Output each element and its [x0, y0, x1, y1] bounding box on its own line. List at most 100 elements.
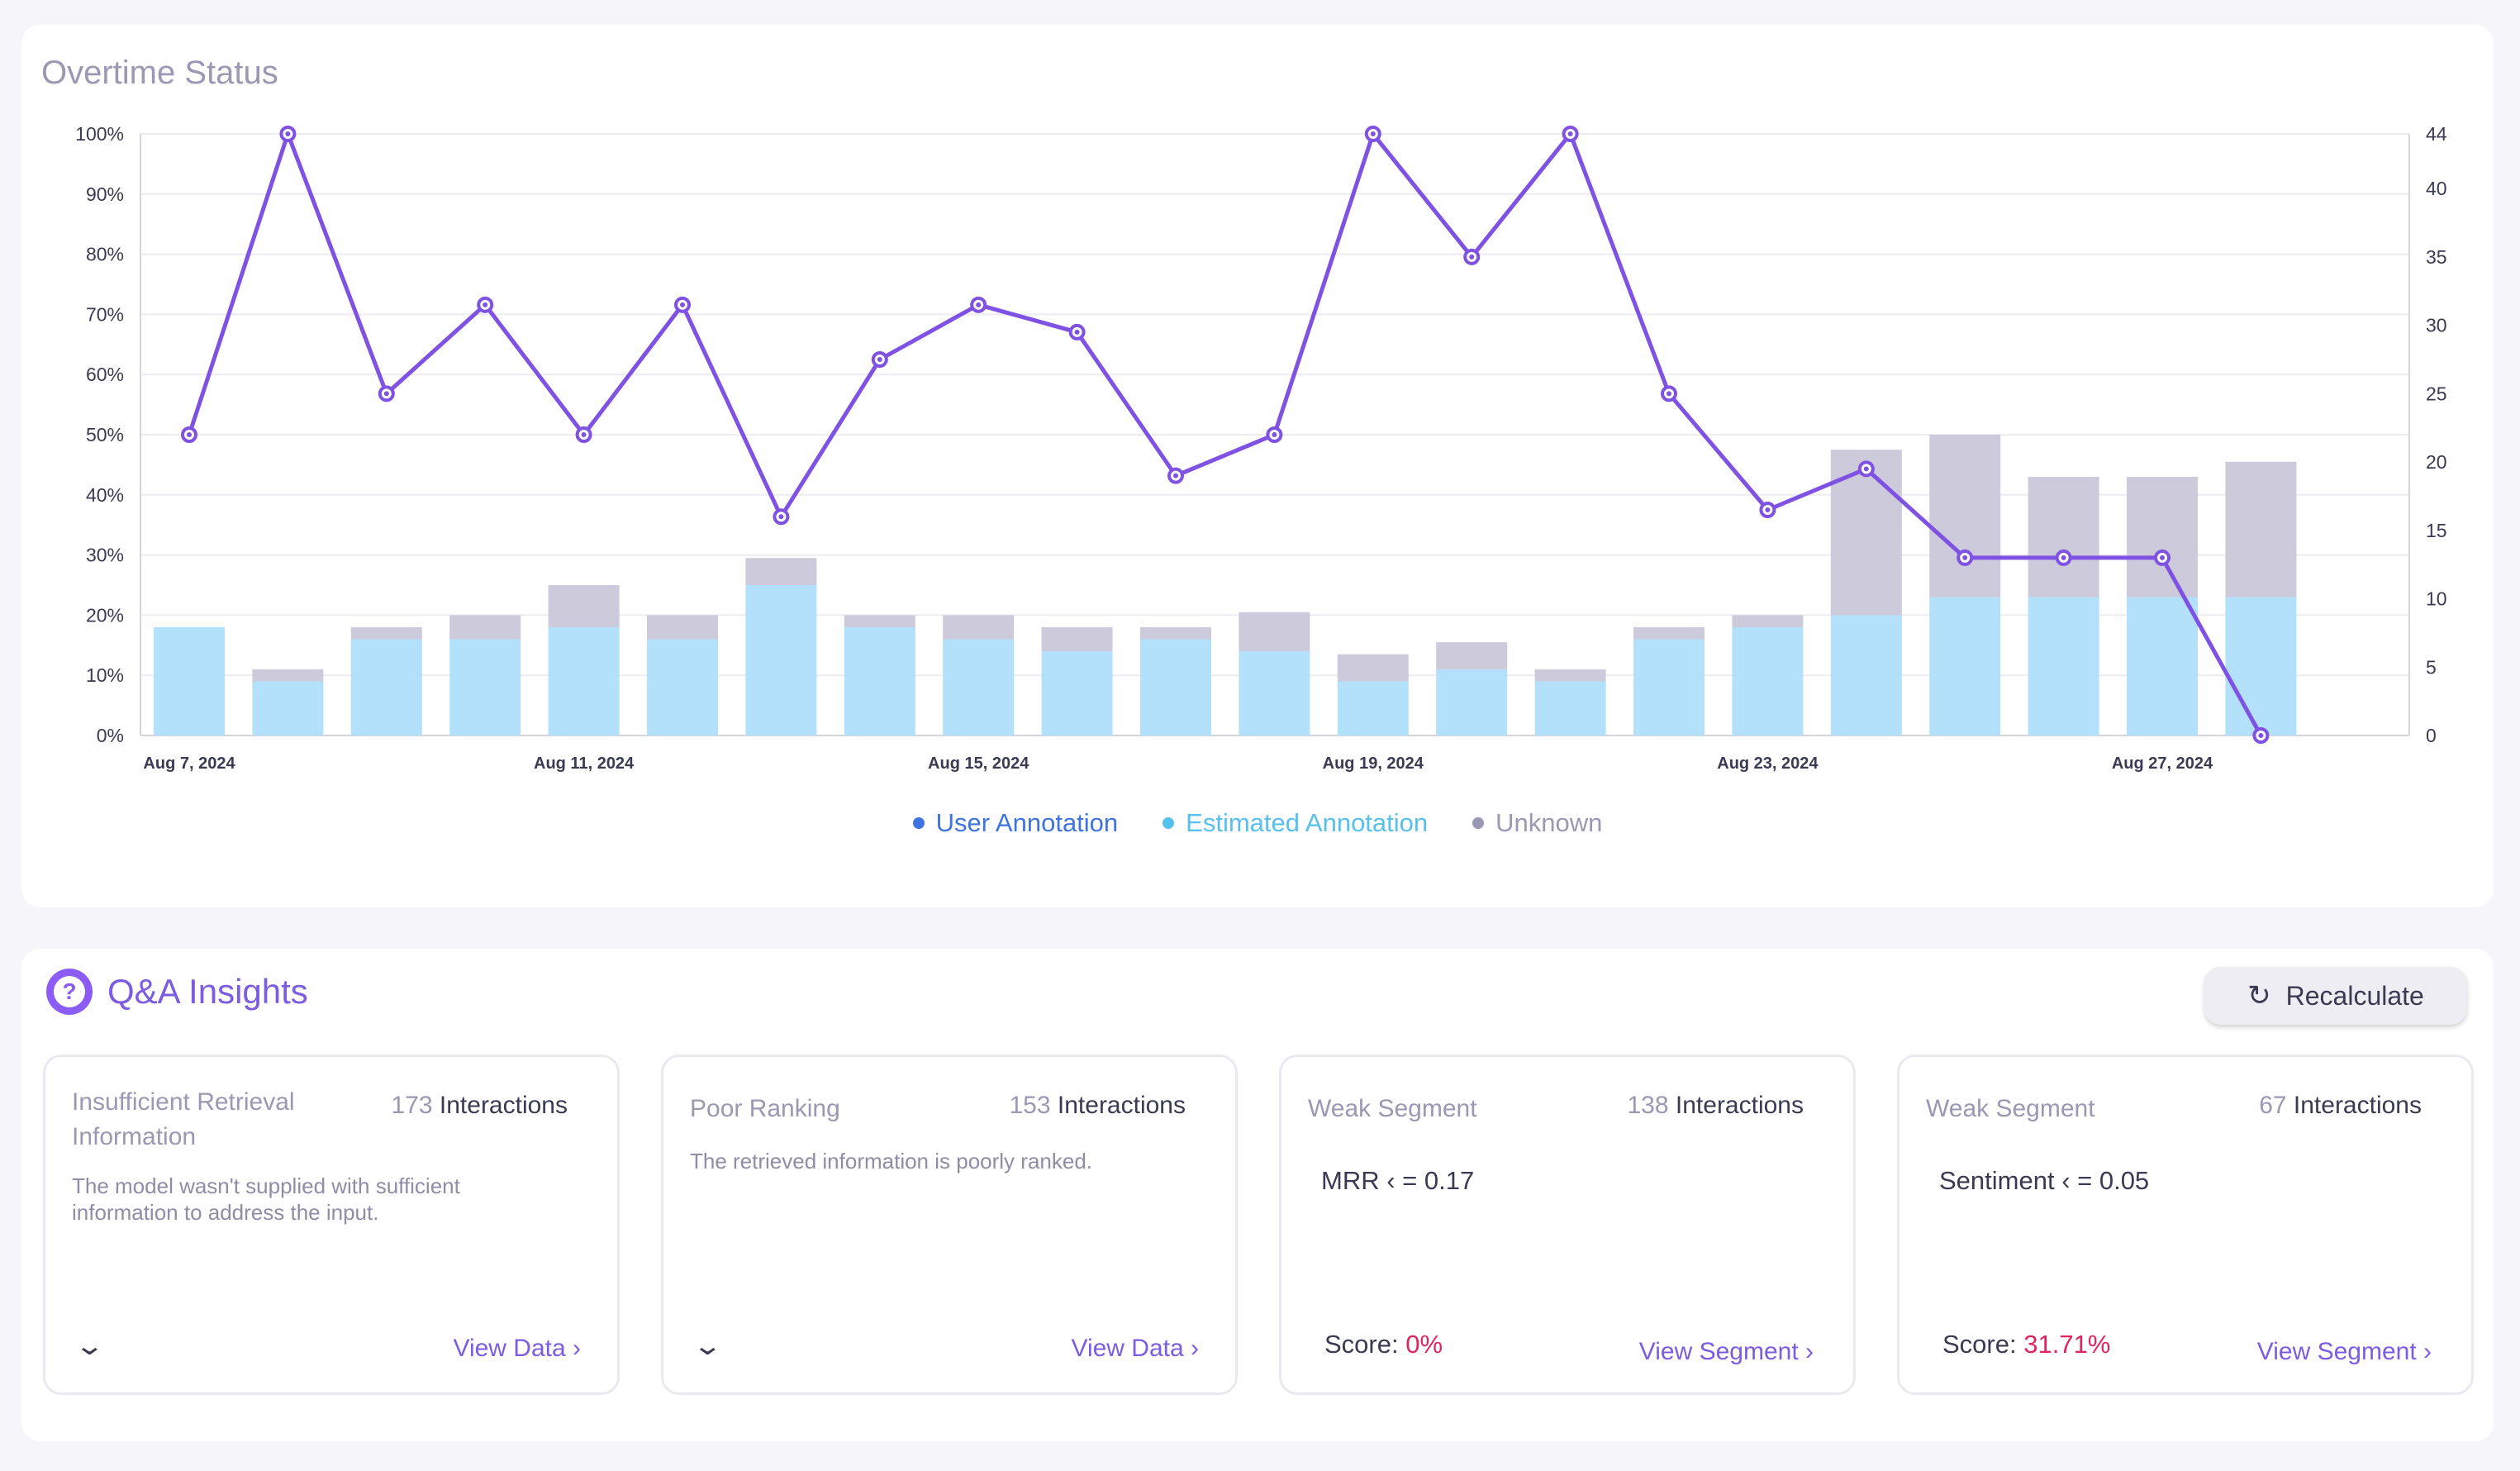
- x-tick-label: Aug 7, 2024: [143, 755, 235, 773]
- line-point-center: [1370, 131, 1376, 136]
- recalculate-label: Recalculate: [2285, 980, 2424, 1011]
- bar-estimated-annotation: [1239, 651, 1310, 736]
- bar-estimated-annotation: [745, 585, 817, 736]
- view-segment-link[interactable]: View Segment ›: [1638, 1338, 1814, 1365]
- bar-unknown: [1436, 642, 1508, 669]
- bar-unknown: [844, 615, 915, 627]
- bar-unknown: [449, 615, 521, 640]
- line-point-center: [976, 302, 982, 307]
- y-right-tick-label: 30: [2426, 315, 2447, 336]
- segment-condition: MRR ‹ = 0.17: [1321, 1166, 1475, 1195]
- legend-unknown[interactable]: Unknown: [1472, 808, 1602, 838]
- line-point-center: [2258, 733, 2264, 738]
- y-right-tick-label: 5: [2426, 656, 2437, 678]
- y-right-tick-label: 0: [2426, 725, 2437, 746]
- line-point-center: [1667, 391, 1671, 397]
- line-point-center: [1272, 432, 1277, 437]
- x-tick-label: Aug 27, 2024: [2112, 755, 2213, 773]
- bar-unknown: [1041, 626, 1113, 652]
- bar-unknown: [1140, 626, 1211, 640]
- bar-estimated-annotation: [350, 639, 422, 736]
- chevron-down-icon[interactable]: ⌄: [692, 1331, 724, 1360]
- line-point-center: [581, 432, 587, 437]
- legend-estimated-annotation[interactable]: Estimated Annotation: [1163, 808, 1428, 838]
- bar-unknown: [2028, 476, 2099, 597]
- bar-estimated-annotation: [2225, 597, 2297, 736]
- bar-unknown: [745, 558, 817, 585]
- x-tick-label: Aug 23, 2024: [1717, 755, 1819, 773]
- y-right-tick-label: 20: [2426, 451, 2447, 473]
- view-segment-link[interactable]: View Segment ›: [2256, 1338, 2432, 1365]
- view-data-link[interactable]: View Data ›: [453, 1335, 581, 1362]
- bar-estimated-annotation: [1732, 626, 1804, 736]
- bar-estimated-annotation: [1337, 681, 1409, 736]
- line-point-center: [2061, 555, 2066, 560]
- overtime-status-panel: Overtime Status 0% 10% 20% 30% 40% 50% 60% 70% 8…: [21, 25, 2494, 907]
- legend-user-annotation-label: User Annotation: [935, 808, 1119, 837]
- segment-condition: Sentiment ‹ = 0.05: [1939, 1166, 2150, 1195]
- bar-unknown: [1239, 612, 1310, 652]
- y-left-tick-label: 10%: [86, 664, 124, 686]
- y-right-tick-label: 15: [2426, 520, 2447, 541]
- y-left-tick-label: 50%: [86, 424, 124, 445]
- bar-estimated-annotation: [1436, 669, 1508, 736]
- legend-user-annotation-dot: [912, 817, 925, 829]
- bar-unknown: [1337, 654, 1409, 682]
- y-left-tick-label: 70%: [86, 303, 124, 325]
- y-left-tick-label: 0%: [97, 725, 124, 746]
- segment-score: Score: 0%: [1324, 1330, 1443, 1359]
- y-left-tick-label: 20%: [86, 604, 124, 626]
- bar-estimated-annotation: [647, 639, 718, 736]
- y-left-tick-label: 30%: [86, 545, 124, 566]
- bar-unknown: [647, 615, 718, 640]
- y-right-tick-label: 40: [2426, 178, 2447, 199]
- view-data-link[interactable]: View Data ›: [1071, 1335, 1199, 1362]
- recalculate-button[interactable]: ↻ Recalculate: [2204, 967, 2467, 1025]
- bar-estimated-annotation: [844, 626, 915, 736]
- legend-user-annotation[interactable]: User Annotation: [912, 808, 1119, 838]
- line-point-center: [1863, 466, 1869, 472]
- bar-estimated-annotation: [1140, 639, 1211, 736]
- card-description: The model wasn't supplied with sufficien…: [72, 1173, 460, 1225]
- bar-estimated-annotation: [2028, 597, 2099, 736]
- bar-unknown: [2127, 476, 2198, 597]
- line-point-center: [187, 432, 192, 437]
- y-left-tick-label: 40%: [86, 484, 124, 506]
- bar-unknown: [1633, 626, 1705, 640]
- bar-unknown: [1534, 669, 1606, 682]
- legend-unknown-label: Unknown: [1495, 808, 1603, 837]
- line-point-center: [778, 514, 784, 520]
- chevron-down-icon[interactable]: ⌄: [74, 1331, 106, 1360]
- insights-title: Q&A Insights: [107, 972, 308, 1011]
- card-title: Poor Ranking: [690, 1095, 840, 1122]
- segment-score: Score: 31.71%: [1942, 1330, 2111, 1359]
- y-right-tick-label: 44: [2426, 123, 2447, 145]
- insights-header: ? Q&A Insights: [46, 969, 308, 1015]
- question-icon: ?: [46, 969, 93, 1015]
- line-point-center: [285, 131, 291, 136]
- x-tick-label: Aug 19, 2024: [1323, 755, 1424, 773]
- chart-legend: User Annotation Estimated Annotation Unk…: [21, 808, 2494, 838]
- line-point-center: [483, 302, 488, 307]
- card-count: 67 Interactions: [2259, 1092, 2422, 1119]
- bar-estimated-annotation: [1830, 615, 1902, 736]
- refresh-icon: ↻: [2247, 980, 2271, 1012]
- y-left-tick-label: 80%: [86, 244, 124, 265]
- card-title: Weak Segment: [1308, 1095, 1477, 1122]
- card-count: 173 Interactions: [391, 1092, 568, 1119]
- interactions-line: [187, 131, 2263, 737]
- bar-unknown: [1732, 615, 1804, 627]
- bar-estimated-annotation: [1633, 639, 1705, 736]
- legend-unknown-dot: [1472, 817, 1485, 829]
- insight-card-weak-segment-sentiment: Weak Segment 67 Interactions Sentiment ‹…: [1897, 1054, 2474, 1395]
- bar-unknown: [548, 585, 620, 627]
- y-right-tick-label: 25: [2426, 383, 2447, 404]
- chart-title: Overtime Status: [41, 55, 278, 91]
- overtime-status-chart: 0% 10% 20% 30% 40% 50% 60% 70% 80% 90% 100% 0 5 10 15 2…: [75, 123, 2447, 773]
- insight-card-poor-ranking: Poor Ranking 153 Interactions The retrie…: [661, 1054, 1238, 1395]
- y-left-tick-label: 60%: [86, 364, 124, 385]
- line-point-center: [1173, 473, 1178, 478]
- card-title: Weak Segment: [1926, 1095, 2095, 1122]
- qa-insights-panel: ? Q&A Insights ↻ Recalculate Insufficien…: [21, 949, 2494, 1441]
- bar-unknown: [350, 626, 422, 640]
